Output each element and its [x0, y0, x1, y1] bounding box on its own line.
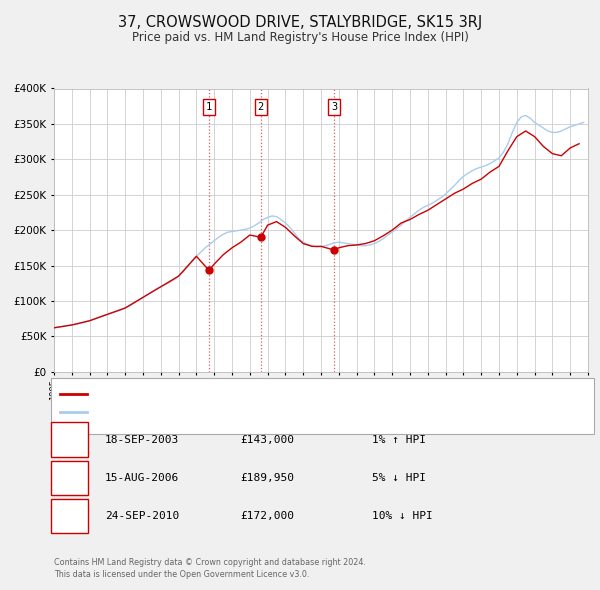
Text: Contains HM Land Registry data © Crown copyright and database right 2024.
This d: Contains HM Land Registry data © Crown c…	[54, 558, 366, 579]
Text: 10% ↓ HPI: 10% ↓ HPI	[372, 512, 433, 521]
Text: £189,950: £189,950	[240, 473, 294, 483]
Text: 15-AUG-2006: 15-AUG-2006	[105, 473, 179, 483]
Text: 2: 2	[66, 471, 73, 484]
Text: 24-SEP-2010: 24-SEP-2010	[105, 512, 179, 521]
Text: 1: 1	[206, 102, 212, 112]
Text: 2: 2	[258, 102, 264, 112]
Text: 5% ↓ HPI: 5% ↓ HPI	[372, 473, 426, 483]
Text: £172,000: £172,000	[240, 512, 294, 521]
Text: 3: 3	[66, 510, 73, 523]
Text: HPI: Average price, detached house, Tameside: HPI: Average price, detached house, Tame…	[90, 408, 317, 417]
Text: £143,000: £143,000	[240, 435, 294, 444]
Text: 37, CROWSWOOD DRIVE, STALYBRIDGE, SK15 3RJ: 37, CROWSWOOD DRIVE, STALYBRIDGE, SK15 3…	[118, 15, 482, 30]
Text: 3: 3	[331, 102, 337, 112]
Text: 37, CROWSWOOD DRIVE, STALYBRIDGE, SK15 3RJ (detached house): 37, CROWSWOOD DRIVE, STALYBRIDGE, SK15 3…	[90, 389, 422, 398]
Text: 1: 1	[66, 433, 73, 446]
Text: 18-SEP-2003: 18-SEP-2003	[105, 435, 179, 444]
Text: Price paid vs. HM Land Registry's House Price Index (HPI): Price paid vs. HM Land Registry's House …	[131, 31, 469, 44]
Text: 1% ↑ HPI: 1% ↑ HPI	[372, 435, 426, 444]
